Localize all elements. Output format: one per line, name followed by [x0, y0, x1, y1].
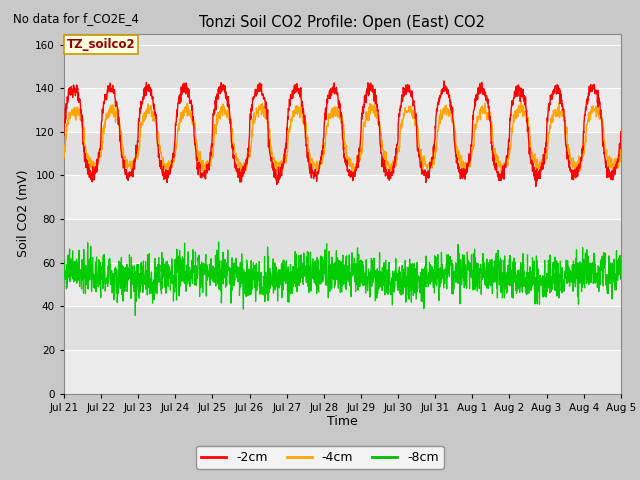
- Bar: [64, 175, 621, 219]
- X-axis label: Time: Time: [327, 415, 358, 429]
- Bar: [64, 132, 621, 175]
- Bar: [64, 45, 621, 88]
- Bar: [64, 306, 621, 350]
- Text: TZ_soilco2: TZ_soilco2: [67, 38, 136, 51]
- Bar: [64, 88, 621, 132]
- Text: No data for f_CO2E_4: No data for f_CO2E_4: [13, 12, 139, 25]
- Bar: [64, 350, 621, 394]
- Bar: [64, 219, 621, 263]
- Legend: -2cm, -4cm, -8cm: -2cm, -4cm, -8cm: [196, 446, 444, 469]
- Title: Tonzi Soil CO2 Profile: Open (East) CO2: Tonzi Soil CO2 Profile: Open (East) CO2: [200, 15, 485, 30]
- Y-axis label: Soil CO2 (mV): Soil CO2 (mV): [17, 170, 29, 257]
- Bar: [64, 263, 621, 306]
